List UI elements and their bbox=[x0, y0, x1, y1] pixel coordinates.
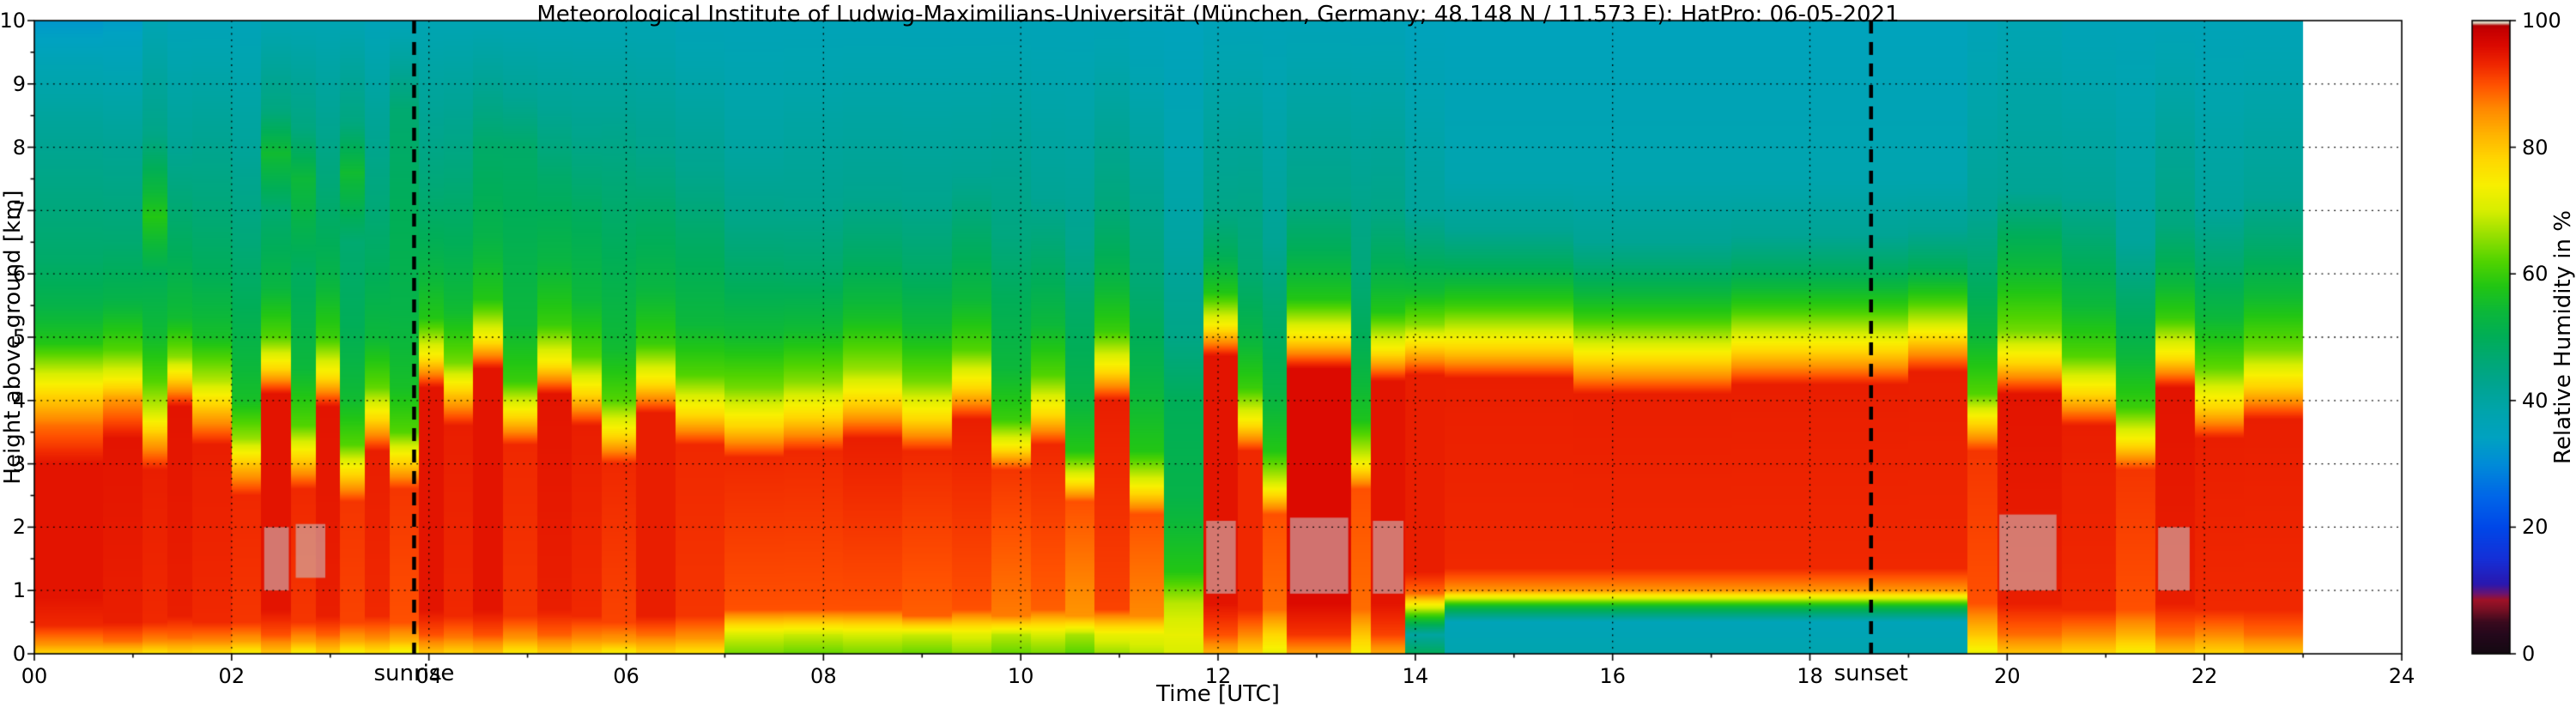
colorbar-label: Relative Humidity in % bbox=[2550, 210, 2576, 464]
x-tick-label: 06 bbox=[613, 664, 639, 688]
sunrise-annotation-label: sunrise bbox=[373, 661, 455, 686]
colorbar-tick-label: 40 bbox=[2522, 388, 2549, 413]
y-tick-label: 7 bbox=[12, 198, 26, 223]
x-tick-label: 14 bbox=[1402, 664, 1429, 688]
x-tick-label: 12 bbox=[1204, 664, 1232, 688]
x-tick-label: 24 bbox=[2388, 664, 2415, 688]
x-tick-label: 02 bbox=[218, 664, 245, 688]
y-tick-label: 8 bbox=[12, 135, 26, 160]
y-tick-label: 4 bbox=[12, 388, 26, 413]
colorbar-tick-label: 0 bbox=[2522, 642, 2536, 666]
x-tick-label: 00 bbox=[21, 664, 48, 688]
y-tick-label: 9 bbox=[12, 71, 26, 96]
y-tick-label: 10 bbox=[0, 9, 26, 33]
y-tick-label: 3 bbox=[12, 451, 26, 476]
x-tick-label: 10 bbox=[1007, 664, 1034, 688]
x-tick-label: 16 bbox=[1599, 664, 1626, 688]
x-tick-label: 20 bbox=[1994, 664, 2021, 688]
colorbar-tick-label: 60 bbox=[2522, 262, 2549, 287]
x-axis-label: Time [UTC] bbox=[1156, 681, 1280, 707]
sunset-annotation-label: sunset bbox=[1834, 661, 1908, 686]
y-tick-label: 0 bbox=[12, 642, 26, 666]
y-tick-label: 1 bbox=[12, 578, 26, 603]
colorbar-tick-label: 20 bbox=[2522, 515, 2549, 540]
x-tick-label: 08 bbox=[810, 664, 837, 688]
x-tick-label: 18 bbox=[1797, 664, 1823, 688]
y-tick-label: 5 bbox=[12, 325, 26, 349]
x-tick-label: 04 bbox=[415, 664, 442, 688]
colorbar-tick-label: 80 bbox=[2522, 135, 2549, 160]
x-tick-label: 22 bbox=[2191, 664, 2218, 688]
chart-title: Meteorological Institute of Ludwig-Maxim… bbox=[536, 2, 1900, 27]
y-tick-label: 6 bbox=[12, 262, 26, 287]
colorbar-tick-label: 100 bbox=[2522, 9, 2561, 33]
y-tick-label: 2 bbox=[12, 515, 26, 540]
